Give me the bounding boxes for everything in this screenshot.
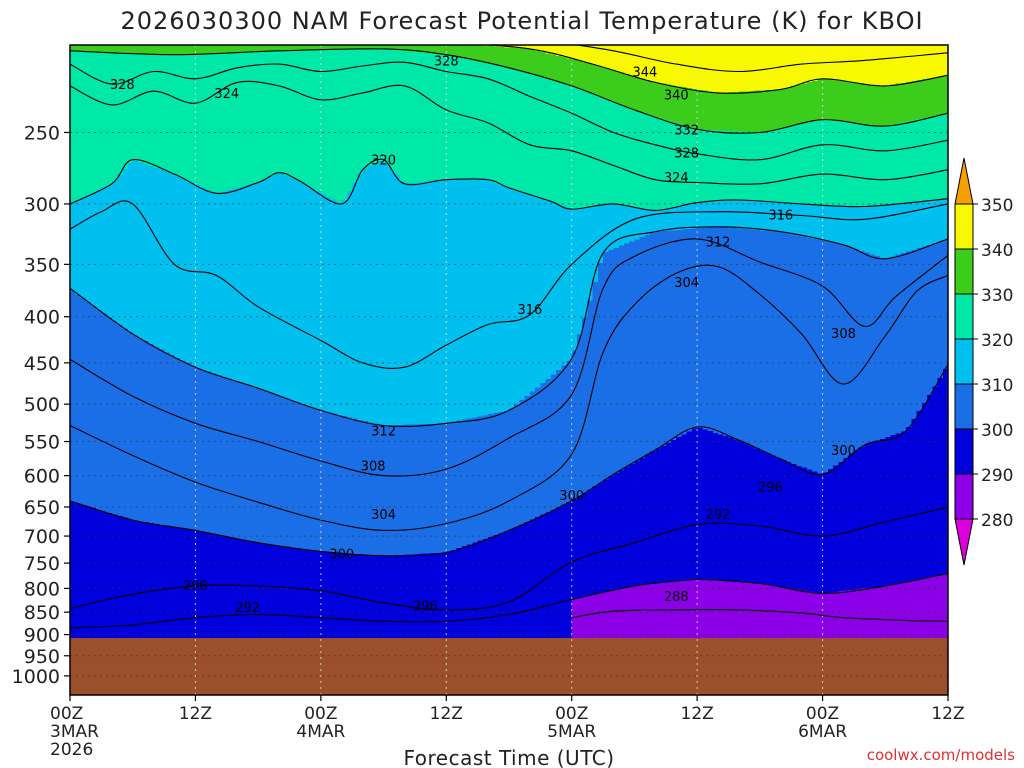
- x-date-label: 3MAR: [50, 722, 99, 742]
- contour-label: 332: [674, 123, 699, 138]
- colorbar-bottom-arrow: [954, 518, 974, 566]
- contour-316: [70, 200, 948, 369]
- x-tick-label: 00Z: [304, 704, 337, 724]
- contour-label: 300: [559, 489, 584, 504]
- colorbar-swatch-340: [954, 248, 974, 295]
- chart-title: 2026030300 NAM Forecast Potential Temper…: [120, 7, 923, 35]
- x-tick-label: 12Z: [931, 704, 964, 724]
- colorbar-label: 290: [981, 466, 1013, 486]
- x-tick-label: 00Z: [806, 704, 839, 724]
- plot-frame: [69, 44, 949, 696]
- colorbar-label: 310: [981, 376, 1013, 396]
- x-date-label: 4MAR: [296, 722, 345, 742]
- filled-contour-bands: [70, 45, 948, 695]
- x-tick-label: 12Z: [681, 704, 714, 724]
- y-tick-label: 800: [24, 578, 60, 600]
- colorbar-swatch-320: [954, 338, 974, 385]
- contour-308: [70, 238, 948, 477]
- contour-344: [573, 45, 948, 73]
- contour-label: 300: [329, 548, 354, 563]
- contour-label: 324: [214, 87, 239, 102]
- contour-label: 344: [632, 66, 657, 81]
- colorbar-swatch-290: [954, 473, 974, 520]
- x-year-label: 2026: [50, 740, 93, 760]
- colorbar-swatch-330: [954, 293, 974, 340]
- contour-label: 292: [235, 601, 260, 616]
- contour-label: 340: [664, 89, 689, 104]
- x-date-label: 5MAR: [547, 722, 596, 742]
- contour-324: [70, 80, 948, 185]
- contour-label: 296: [758, 481, 783, 496]
- y-tick-label: 450: [24, 353, 60, 375]
- y-tick-label: 600: [24, 466, 60, 488]
- contour-label: 308: [361, 460, 386, 475]
- contour-300: [70, 364, 948, 557]
- contour-332: [70, 48, 948, 134]
- y-tick-label: 550: [24, 432, 60, 454]
- contour-label: 328: [434, 54, 459, 69]
- contour-label: 304: [371, 508, 396, 523]
- contour-label: 296: [413, 600, 438, 615]
- colorbar-label: 300: [981, 421, 1013, 441]
- y-tick-label: 950: [24, 646, 60, 668]
- contour-320: [70, 158, 948, 211]
- contour-296: [70, 506, 948, 611]
- contour-label: 308: [831, 327, 856, 342]
- colorbar-swatch-350: [954, 203, 974, 250]
- y-tick-label: 700: [24, 526, 60, 548]
- y-tick-label: 400: [24, 307, 60, 329]
- y-tick-label: 650: [24, 497, 60, 519]
- y-tick-label: 1000: [12, 666, 60, 688]
- contour-label: 328: [110, 78, 135, 93]
- contour-label: 288: [664, 590, 689, 605]
- ground-fill: [70, 638, 948, 695]
- contour-304: [70, 264, 948, 532]
- contour-340: [476, 45, 948, 94]
- colorbar-label: 340: [981, 241, 1013, 261]
- x-tick-label: 12Z: [179, 704, 212, 724]
- contour-288: [571, 609, 948, 622]
- y-tick-label: 500: [24, 394, 60, 416]
- y-tick-label: 350: [24, 254, 60, 276]
- x-date-label: 6MAR: [798, 722, 847, 742]
- contour-312: [70, 226, 948, 427]
- credit-text: coolwx.com/models: [867, 746, 1015, 764]
- contour-label: 328: [674, 146, 699, 161]
- contour-label: 304: [674, 276, 699, 291]
- colorbar-swatch-300: [954, 428, 974, 475]
- colorbar-top-arrow: [954, 157, 974, 205]
- y-tick-label: 900: [24, 625, 60, 647]
- contour-label: 312: [706, 235, 731, 250]
- x-tick-label: 00Z: [50, 704, 83, 724]
- y-tick-label: 300: [24, 194, 60, 216]
- contour-label: 296: [183, 579, 208, 594]
- contour-label: 316: [517, 303, 542, 318]
- colorbar-label: 330: [981, 286, 1013, 306]
- colorbar-label: 280: [981, 511, 1013, 531]
- y-tick-label: 850: [24, 602, 60, 624]
- contour-label: 316: [768, 208, 793, 223]
- contour-292: [70, 572, 948, 629]
- y-tick-label: 750: [24, 553, 60, 575]
- x-tick-label: 12Z: [430, 704, 463, 724]
- colorbar-label: 350: [981, 196, 1013, 216]
- contour-label: 320: [371, 154, 396, 169]
- contour-label: 312: [371, 425, 396, 440]
- x-tick-label: 00Z: [555, 704, 588, 724]
- contour-label: 300: [831, 444, 856, 459]
- contour-label: 324: [664, 171, 689, 186]
- contour-328: [70, 61, 948, 161]
- y-tick-label: 250: [24, 122, 60, 144]
- x-axis-label: Forecast Time (UTC): [403, 746, 614, 768]
- colorbar-label: 320: [981, 331, 1013, 351]
- colorbar-swatch-310: [954, 383, 974, 430]
- contour-label: 292: [706, 508, 731, 523]
